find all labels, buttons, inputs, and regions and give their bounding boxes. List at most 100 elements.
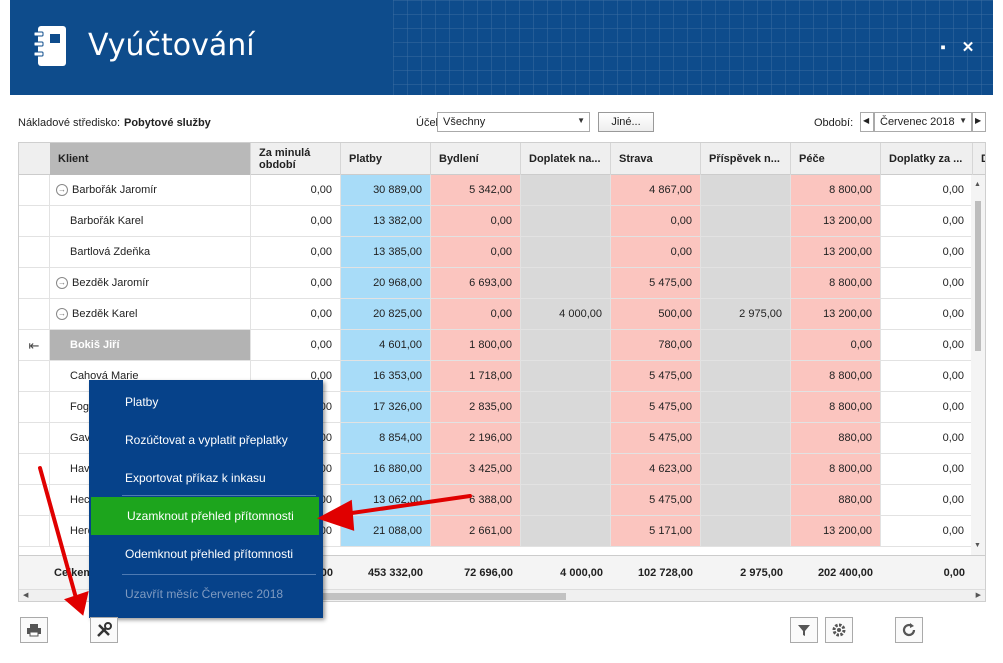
value-cell[interactable]: 880,00 [791,485,881,516]
row-selector[interactable] [19,423,50,454]
scroll-right-icon[interactable]: ▶ [975,592,981,599]
value-cell[interactable]: 5 342,00 [431,175,521,206]
value-cell[interactable]: 0,00 [881,206,973,237]
value-cell[interactable]: 0,00 [251,330,341,361]
value-cell[interactable] [701,454,791,485]
menu-item[interactable]: Platby [125,395,159,409]
value-cell[interactable] [521,330,611,361]
value-cell[interactable] [521,485,611,516]
value-cell[interactable]: 5 475,00 [611,423,701,454]
value-cell[interactable]: 4 867,00 [611,175,701,206]
row-selector[interactable] [19,299,50,330]
value-cell[interactable]: 0,00 [251,237,341,268]
value-cell[interactable]: 0,00 [881,392,973,423]
value-cell[interactable]: 8 800,00 [791,392,881,423]
value-cell[interactable]: 0,00 [791,330,881,361]
value-cell[interactable]: 13 062,00 [341,485,431,516]
value-cell[interactable]: 13 200,00 [791,516,881,547]
row-selector[interactable] [19,454,50,485]
column-header[interactable]: Péče [791,143,881,175]
value-cell[interactable]: 0,00 [431,299,521,330]
value-cell[interactable]: 0,00 [251,299,341,330]
vertical-scrollbar[interactable]: ▲ ▼ [971,175,985,555]
refresh-button[interactable] [895,617,923,643]
value-cell[interactable]: 8 854,00 [341,423,431,454]
value-cell[interactable]: 13 385,00 [341,237,431,268]
value-cell[interactable]: 2 661,00 [431,516,521,547]
menu-item[interactable]: Odemknout přehled přítomnosti [125,547,294,561]
value-cell[interactable] [701,206,791,237]
column-header[interactable]: Příspěvek n... [701,143,791,175]
column-header[interactable]: D [973,143,985,175]
column-header[interactable]: Doplatky za ... [881,143,973,175]
value-cell[interactable]: 500,00 [611,299,701,330]
value-cell[interactable]: 13 200,00 [791,237,881,268]
other-button[interactable]: Jiné... [598,112,654,132]
value-cell[interactable]: 0,00 [251,206,341,237]
value-cell[interactable]: 5 475,00 [611,485,701,516]
value-cell[interactable]: 0,00 [251,268,341,299]
value-cell[interactable] [701,175,791,206]
value-cell[interactable]: 1 800,00 [431,330,521,361]
value-cell[interactable]: 13 382,00 [341,206,431,237]
value-cell[interactable]: 0,00 [881,299,973,330]
period-next-button[interactable]: ▶ [972,112,986,132]
value-cell[interactable]: 0,00 [611,206,701,237]
table-row[interactable]: Cahová Marie 0,00 16 353,00 1 718,00 5 475,0… [19,361,985,392]
value-cell[interactable]: 0,00 [881,454,973,485]
column-header[interactable]: Strava [611,143,701,175]
value-cell[interactable]: 0,00 [251,175,341,206]
client-name-cell[interactable]: → Bezděk Karel [50,299,251,330]
row-selector[interactable] [19,175,50,206]
client-name-cell[interactable]: → Bezděk Jaromír [50,268,251,299]
value-cell[interactable]: 3 425,00 [431,454,521,485]
column-header[interactable]: Platby [341,143,431,175]
value-cell[interactable]: 5 475,00 [611,361,701,392]
value-cell[interactable]: 0,00 [881,237,973,268]
table-row[interactable]: → Bezděk Karel 0,00 20 825,00 0,00 4 000,00 50… [19,299,985,330]
client-name-cell[interactable]: Bokiš Jiří [50,330,251,361]
value-cell[interactable]: 0,00 [431,206,521,237]
table-row[interactable]: → Barbořák Jaromír 0,00 30 889,00 5 342,00 4 … [19,175,985,206]
value-cell[interactable] [521,516,611,547]
column-header[interactable]: Klient [50,143,251,175]
client-name-cell[interactable]: → Barbořák Jaromír [50,175,251,206]
value-cell[interactable] [701,361,791,392]
value-cell[interactable] [521,268,611,299]
value-cell[interactable]: 21 088,00 [341,516,431,547]
value-cell[interactable] [701,237,791,268]
value-cell[interactable]: 8 800,00 [791,268,881,299]
row-selector[interactable] [19,268,50,299]
value-cell[interactable]: 16 353,00 [341,361,431,392]
row-selector[interactable] [19,516,50,547]
vertical-scroll-thumb[interactable] [975,201,981,351]
value-cell[interactable]: 0,00 [881,361,973,392]
row-selector[interactable]: ⇤ [19,330,50,361]
value-cell[interactable]: 4 623,00 [611,454,701,485]
table-row[interactable]: Bartlová Zdeňka 0,00 13 385,00 0,00 0,00 13 2… [19,237,985,268]
value-cell[interactable] [701,268,791,299]
value-cell[interactable] [701,330,791,361]
table-row[interactable]: → Bezděk Jaromír 0,00 20 968,00 6 693,00 5 47… [19,268,985,299]
value-cell[interactable]: 5 475,00 [611,392,701,423]
purpose-select[interactable]: Všechny ▼ [437,112,590,132]
value-cell[interactable]: 8 800,00 [791,454,881,485]
menu-item[interactable]: Rozúčtovat a vyplatit přeplatky [125,433,288,447]
tools-button[interactable] [90,617,118,643]
value-cell[interactable]: 30 889,00 [341,175,431,206]
table-row[interactable]: Barbořák Karel 0,00 13 382,00 0,00 0,00 13 20… [19,206,985,237]
restore-button[interactable]: ▪ [940,39,946,56]
scroll-up-icon[interactable]: ▲ [974,181,981,188]
value-cell[interactable]: 2 835,00 [431,392,521,423]
row-selector[interactable] [19,237,50,268]
value-cell[interactable]: 1 718,00 [431,361,521,392]
value-cell[interactable]: 880,00 [791,423,881,454]
scroll-left-icon[interactable]: ◀ [23,592,29,599]
client-name-cell[interactable]: Bartlová Zdeňka [50,237,251,268]
scroll-down-icon[interactable]: ▼ [974,542,981,549]
value-cell[interactable]: 0,00 [881,485,973,516]
period-prev-button[interactable]: ◀ [860,112,874,132]
column-header[interactable]: Za minulá období [251,143,341,175]
value-cell[interactable]: 5 171,00 [611,516,701,547]
